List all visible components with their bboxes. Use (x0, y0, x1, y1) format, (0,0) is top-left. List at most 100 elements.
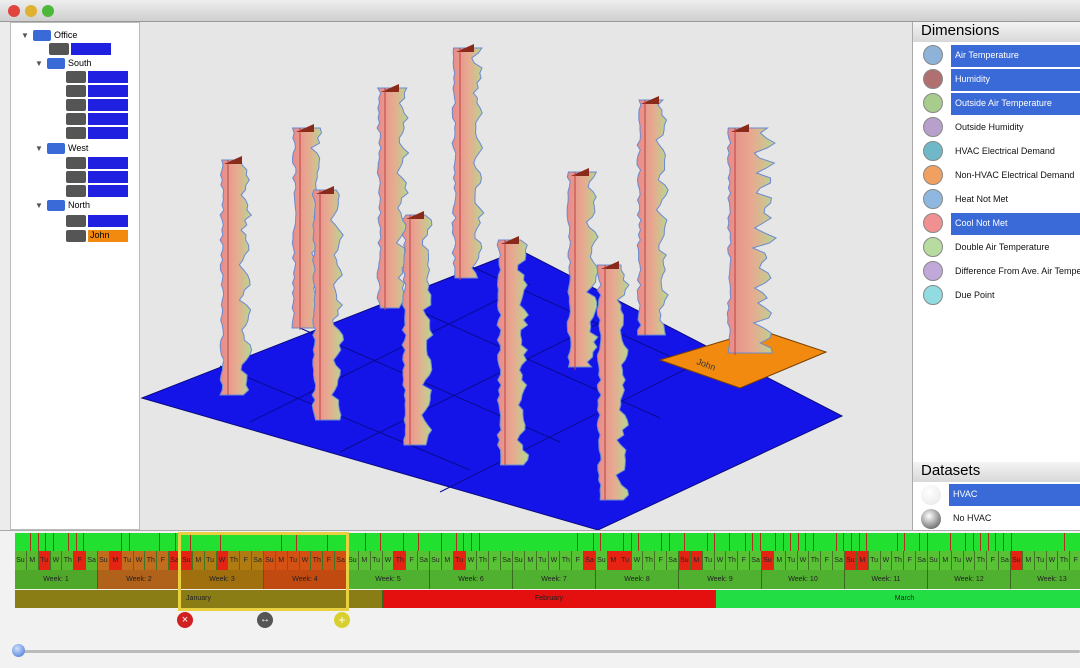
day-cell[interactable]: Su (98, 551, 110, 570)
dimension-item[interactable]: Double Air Temperature (913, 236, 1080, 260)
day-cell[interactable]: Tu (204, 551, 217, 570)
day-cell[interactable]: Th (62, 551, 75, 570)
day-cell[interactable]: F (987, 551, 1000, 570)
month-cell[interactable]: March (716, 590, 1080, 608)
day-cell[interactable]: M (275, 551, 288, 570)
day-cell[interactable]: Sa (667, 551, 679, 570)
day-cell[interactable]: M (1022, 551, 1035, 570)
day-cell[interactable]: F (323, 551, 336, 570)
day-cell[interactable]: Sa (999, 551, 1011, 570)
tree-leaf[interactable] (88, 99, 128, 111)
expand-arrow[interactable]: ▼ (21, 31, 29, 40)
dimension-item[interactable]: HVAC Electrical Demand (913, 140, 1080, 164)
day-cell[interactable]: W (631, 551, 644, 570)
dimension-item[interactable]: Non-HVAC Electrical Demand (913, 164, 1080, 188)
day-cell[interactable]: F (406, 551, 419, 570)
day-cell[interactable]: Su (347, 551, 359, 570)
day-cell[interactable]: Th (809, 551, 822, 570)
dimension-label[interactable]: Cool Not Met (955, 218, 1008, 228)
tree-leaf[interactable] (88, 71, 128, 83)
day-cell[interactable]: M (441, 551, 454, 570)
day-cell[interactable]: Tu (38, 551, 51, 570)
day-cell[interactable]: F (157, 551, 170, 570)
tree-leaf[interactable] (88, 85, 128, 97)
day-cell[interactable]: Sa (501, 551, 513, 570)
dimension-item[interactable]: Due Point (913, 284, 1080, 308)
tree-leaf[interactable]: John (88, 230, 128, 242)
dataset-label[interactable]: HVAC (953, 489, 978, 499)
expand-arrow[interactable]: ▼ (35, 201, 43, 210)
day-cell[interactable]: Tu (1034, 551, 1047, 570)
day-cell[interactable]: W (299, 551, 312, 570)
dimension-item[interactable]: Air Temperature (913, 44, 1080, 68)
day-cell[interactable]: M (690, 551, 703, 570)
day-cell[interactable]: Th (560, 551, 573, 570)
day-cell[interactable]: Tu (868, 551, 881, 570)
day-cell[interactable]: W (714, 551, 727, 570)
minimize-button[interactable] (25, 5, 37, 17)
week-cell[interactable]: Week: 7 (513, 570, 596, 589)
week-cell[interactable]: Week: 6 (430, 570, 513, 589)
day-cell[interactable]: Su (430, 551, 442, 570)
week-cell[interactable]: Week: 10 (762, 570, 845, 589)
day-cell[interactable]: Tu (702, 551, 715, 570)
move-range-button[interactable]: ↔ (257, 612, 273, 628)
dimension-label[interactable]: Outside Humidity (955, 122, 1024, 132)
day-cell[interactable]: M (607, 551, 620, 570)
day-cell[interactable]: Tu (453, 551, 466, 570)
day-cell[interactable]: Su (181, 551, 193, 570)
day-cell[interactable]: Th (975, 551, 988, 570)
tree-leaf[interactable] (71, 43, 111, 55)
day-cell[interactable]: M (109, 551, 122, 570)
day-cell[interactable]: Su (928, 551, 940, 570)
day-cell[interactable]: Th (394, 551, 407, 570)
day-cell[interactable]: Tu (785, 551, 798, 570)
week-cell[interactable]: Week: 3 (181, 570, 264, 589)
day-cell[interactable]: M (192, 551, 205, 570)
week-cell[interactable]: Week: 11 (845, 570, 928, 589)
day-cell[interactable]: Su (1011, 551, 1023, 570)
day-cell[interactable]: Tu (619, 551, 632, 570)
dimension-label[interactable]: Double Air Temperature (955, 242, 1050, 252)
tree-group[interactable]: South (68, 58, 92, 68)
day-cell[interactable]: F (240, 551, 253, 570)
day-cell[interactable]: Su (513, 551, 525, 570)
remove-range-button[interactable]: × (177, 612, 193, 628)
dimension-label[interactable]: Heat Not Met (955, 194, 1009, 204)
day-cell[interactable]: Th (311, 551, 324, 570)
week-cell[interactable]: Week: 12 (928, 570, 1011, 589)
zoom-slider-thumb[interactable] (12, 644, 25, 657)
day-cell[interactable]: Su (596, 551, 608, 570)
day-cell[interactable]: Su (845, 551, 857, 570)
tree-leaf[interactable] (88, 113, 128, 125)
tree-group[interactable]: West (68, 143, 89, 153)
week-cell[interactable]: Week: 9 (679, 570, 762, 589)
week-cell[interactable]: Week: 8 (596, 570, 679, 589)
day-cell[interactable]: Sa (916, 551, 928, 570)
day-cell[interactable]: Sa (252, 551, 264, 570)
day-cell[interactable]: M (856, 551, 869, 570)
day-cell[interactable]: F (821, 551, 834, 570)
day-cell[interactable]: F (738, 551, 751, 570)
day-cell[interactable]: F (572, 551, 585, 570)
day-cell[interactable]: M (939, 551, 952, 570)
dimension-item[interactable]: Difference From Ave. Air Temperature (913, 260, 1080, 284)
day-cell[interactable]: Th (726, 551, 739, 570)
dimension-item[interactable]: Humidity (913, 68, 1080, 92)
day-cell[interactable]: F (489, 551, 502, 570)
day-cell[interactable]: M (773, 551, 786, 570)
tree-leaf[interactable] (88, 157, 128, 169)
close-button[interactable] (8, 5, 20, 17)
add-range-button[interactable]: + (334, 612, 350, 628)
day-cell[interactable]: M (524, 551, 537, 570)
dimension-label[interactable]: Difference From Ave. Air Temperature (955, 266, 1080, 276)
day-cell[interactable]: F (74, 551, 87, 570)
day-cell[interactable]: Tu (536, 551, 549, 570)
day-cell[interactable]: M (26, 551, 39, 570)
day-cell[interactable]: Th (643, 551, 656, 570)
zoom-button[interactable] (42, 5, 54, 17)
tree-group[interactable]: North (68, 200, 91, 210)
week-cell[interactable]: Week: 5 (347, 570, 430, 589)
dataset-item[interactable]: HVAC (913, 483, 1080, 507)
dimension-item[interactable]: Outside Humidity (913, 116, 1080, 140)
